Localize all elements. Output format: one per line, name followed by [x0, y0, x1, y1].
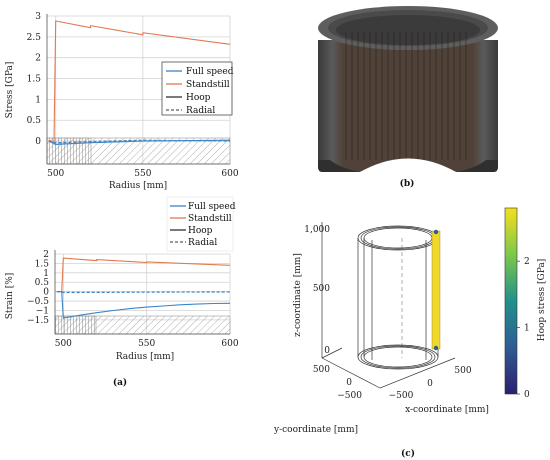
top-xtick: 550 — [134, 169, 151, 179]
legend-full-speed: Full speed — [186, 67, 234, 77]
top-series-full-speed-radial — [48, 139, 231, 144]
cylinder-render: (b) — [318, 6, 498, 189]
bot-xtick: 600 — [221, 339, 238, 349]
strain-ylabel: Strain [%] — [5, 273, 15, 320]
top-ytick: 2 — [35, 54, 41, 64]
panel-label-a: (a) — [113, 377, 127, 388]
legend-radial: Radial — [186, 106, 215, 116]
strain-hatched-region-left — [54, 315, 97, 335]
stress-chart: 500 550 600 0 0.5 1 1.5 2 2.5 3 Radius [mm] Stres… — [5, 12, 239, 191]
top-xtick: 500 — [47, 169, 64, 179]
legend-standstill: Standstill — [186, 80, 230, 90]
top-ytick: 2.5 — [27, 33, 42, 43]
top-series-full-speed-hoop — [48, 139, 231, 145]
bot-ytick: 0 — [43, 288, 49, 298]
z-tick-1000: 1,000 — [304, 225, 330, 235]
x-tick-500: 500 — [454, 366, 471, 376]
colorbar-tick: 0 — [524, 390, 530, 400]
bot-ytick: −1.5 — [27, 316, 49, 326]
z-tick-500: 500 — [313, 284, 330, 294]
top-ytick: 3 — [35, 12, 41, 22]
bot-ytick: 1 — [43, 269, 49, 279]
z-tick-0: 0 — [324, 346, 330, 356]
bot-ytick: 1.5 — [35, 259, 50, 269]
y-tick-minus500: −500 — [337, 391, 362, 401]
stress-ylabel: Stress [GPa] — [5, 62, 15, 119]
bot-ytick: 2 — [43, 250, 49, 260]
bot-xtick: 500 — [55, 339, 72, 349]
panel-label-c: (c) — [401, 448, 415, 459]
y-tick-0: 0 — [346, 378, 352, 388]
legend-standstill: Standstill — [188, 214, 232, 224]
legend-hoop: Hoop — [188, 226, 213, 236]
top-ytick: 1.5 — [27, 75, 42, 85]
strain-legend: Full speed Standstill Hoop Radial — [166, 196, 236, 252]
top-series-standstill-hoop — [48, 20, 231, 143]
colorbar-tick: 1 — [524, 324, 530, 334]
z-axis-label: z-coordinate [mm] — [293, 253, 303, 337]
bot-xtick: 550 — [138, 339, 155, 349]
bot-ytick: −1 — [36, 306, 49, 316]
top-xtick: 600 — [221, 169, 238, 179]
top-ytick: 0.5 — [27, 116, 42, 126]
bot-ytick: 0.5 — [35, 278, 50, 288]
colorbar — [504, 207, 518, 395]
panel-label-b: (b) — [400, 178, 415, 189]
stress-xlabel: Radius [mm] — [109, 181, 167, 191]
x-axis-label: x-coordinate [mm] — [405, 405, 489, 415]
bot-series-standstill-hoop — [56, 257, 231, 293]
x-tick-0: 0 — [427, 379, 433, 389]
bot-series-full-speed-radial — [56, 291, 231, 294]
stress-legend: Full speed Standstill Hoop Radial — [161, 61, 234, 116]
strain-xlabel: Radius [mm] — [116, 352, 174, 362]
top-ytick: 1 — [35, 95, 41, 105]
y-tick-500: 500 — [313, 365, 330, 375]
x-tick-minus500: −500 — [389, 391, 414, 401]
y-axis-label: y-coordinate [mm] — [273, 425, 358, 435]
bot-ytick: −0.5 — [27, 297, 49, 307]
strain-chart: 500 550 600 −1.5−1−0.500.511.52 Radius [mm]… — [5, 196, 239, 388]
hoop-stress-strip — [431, 230, 441, 350]
bot-series-full-speed-hoop — [56, 291, 231, 319]
legend-full-speed: Full speed — [188, 202, 236, 212]
colorbar-label: Hoop stress [GPa] — [537, 259, 547, 342]
wireframe-3d: 1,000 500 0 500 0 −500 −500 0 500 z-coor… — [273, 207, 547, 459]
legend-hoop: Hoop — [186, 93, 211, 103]
legend-radial: Radial — [188, 238, 217, 248]
colorbar-tick: 2 — [524, 257, 530, 267]
top-ytick: 0 — [35, 137, 41, 147]
